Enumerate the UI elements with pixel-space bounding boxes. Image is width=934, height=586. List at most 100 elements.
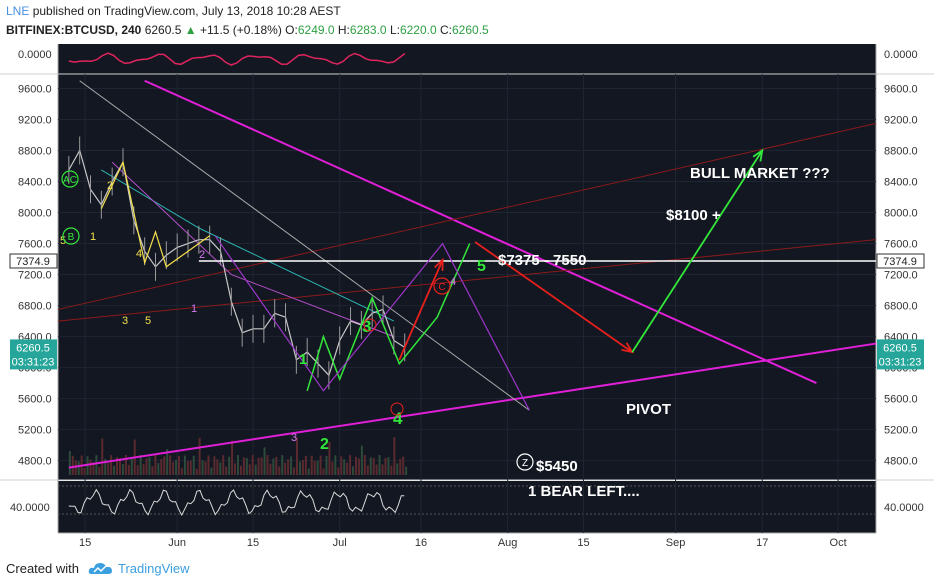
circled-label-ring [62, 227, 80, 245]
volume-bar [127, 464, 130, 475]
low-label: L: [389, 23, 400, 37]
y-tick-label-left: 9600.0 [18, 84, 52, 96]
chart-canvas[interactable]: 9600.0 9600.0 9200.0 9200.0 8800.0 8800.0 8400… [0, 44, 934, 552]
volume-bar [375, 464, 378, 475]
volume-bar [278, 466, 281, 475]
volume-bar [263, 447, 266, 475]
y-tick-label-right: 8400.0 [884, 177, 918, 189]
volume-bar [242, 457, 245, 475]
x-tick-label: 17 [756, 537, 768, 549]
volume-bar [228, 456, 231, 475]
volume-bar [269, 463, 272, 475]
volume-bar [281, 455, 284, 475]
x-tick-label: Oct [830, 537, 847, 549]
volume-bar [239, 465, 242, 475]
volume-bar [254, 464, 257, 475]
top-indicator-pane [58, 44, 876, 74]
footer: Created with TradingView [0, 552, 934, 586]
tradingview-link[interactable]: TradingView [118, 561, 190, 576]
level-tag-right-text: 7374.9 [883, 256, 917, 268]
yellow-wave-label: 1 [90, 231, 96, 243]
x-tick-label: Jul [333, 537, 347, 549]
high-value: 6283.0 [349, 23, 387, 37]
annotation-text: BULL MARKET ??? [690, 165, 830, 182]
volume-bar [151, 466, 154, 475]
close-value: 6260.5 [452, 23, 489, 37]
volume-bar [160, 459, 163, 475]
volume-bar [77, 461, 80, 475]
last-price-tag-text: 6260.5 [883, 342, 917, 354]
volume-bar [92, 462, 95, 475]
volume-bar [337, 467, 340, 475]
volume-bar [360, 445, 363, 475]
chart-header: LNE published on TradingView.com, July 1… [0, 0, 934, 44]
volume-bar [352, 466, 355, 475]
green-wave-label: 2 [320, 436, 329, 453]
countdown-tag-text: 03:31:23 [12, 356, 55, 368]
volume-bar [331, 461, 334, 475]
volume-bar [363, 455, 366, 475]
open-value: 6249.0 [297, 23, 335, 37]
close-label: C: [440, 23, 452, 37]
volume-bar [186, 461, 189, 475]
volume-bar [340, 456, 343, 475]
volume-bar [257, 457, 260, 475]
author-name[interactable]: LNE [6, 4, 30, 18]
volume-bar [301, 460, 304, 475]
rsi-pane [58, 481, 876, 533]
x-tick-label: 15 [577, 537, 589, 549]
x-tick-label: Jun [168, 537, 186, 549]
y-tick-label-right: 6800.0 [884, 301, 918, 313]
annotation-text: $8100 + [666, 207, 721, 224]
volume-bar [384, 458, 387, 475]
volume-bar [334, 455, 337, 475]
level-tag-right [876, 253, 925, 269]
volume-bar [198, 437, 201, 475]
y-tick-label-left: 4800.0 [18, 456, 52, 468]
x-tick-label: Aug [498, 537, 518, 549]
y-tick-label-left: 9200.0 [18, 115, 52, 127]
countdown-tag-text: 03:31:23 [879, 356, 922, 368]
volume-bar [124, 455, 127, 475]
circled-label-text: AC [63, 175, 77, 186]
rsi-value-right: 40.0000 [884, 502, 924, 514]
volume-bar [157, 462, 160, 475]
y-tick-label-left: 8400.0 [18, 177, 52, 189]
volume-bar [307, 468, 310, 475]
volume-bar [180, 468, 183, 475]
last-price-tag-text: 6260.5 [16, 342, 50, 354]
volume-bar [290, 456, 293, 475]
red-up-arrow [398, 259, 444, 361]
last-price-tag-right [877, 339, 924, 370]
volume-bar [369, 457, 372, 475]
volume-bar [295, 437, 298, 475]
volume-bar [107, 463, 110, 475]
volume-bar [357, 458, 360, 475]
annotation-text: $5450 [536, 458, 578, 475]
rsi-line [68, 488, 405, 517]
volume-bar [104, 458, 107, 475]
volume-bar [405, 466, 408, 475]
volume-bar [378, 455, 381, 475]
top-indicator-value-right: 0.0000 [884, 49, 918, 61]
volume-bar [231, 440, 234, 475]
volume-bar [183, 455, 186, 475]
tradingview-cloud-icon [88, 563, 112, 574]
volume-bar [343, 459, 346, 475]
up-arrow-icon: ▲ [184, 23, 197, 37]
green-wave-label: 4 [393, 409, 403, 428]
circled-label-text: Z [522, 458, 528, 469]
volume-bar [319, 455, 322, 475]
purple-wave-label: 4 [450, 276, 456, 288]
volume-bar [310, 455, 313, 475]
volume-bar [346, 462, 349, 475]
volume-bar [304, 455, 307, 475]
circled-label-text: B [68, 232, 75, 243]
y-tick-label-right: 4800.0 [884, 456, 918, 468]
level-tag-left [9, 253, 58, 269]
circled-label-text: C [438, 282, 445, 293]
volume-bar [216, 459, 219, 475]
misc-wave-label: 5 [60, 235, 66, 247]
volume-bar [272, 458, 275, 475]
y-tick-label-left: 5600.0 [18, 394, 52, 406]
